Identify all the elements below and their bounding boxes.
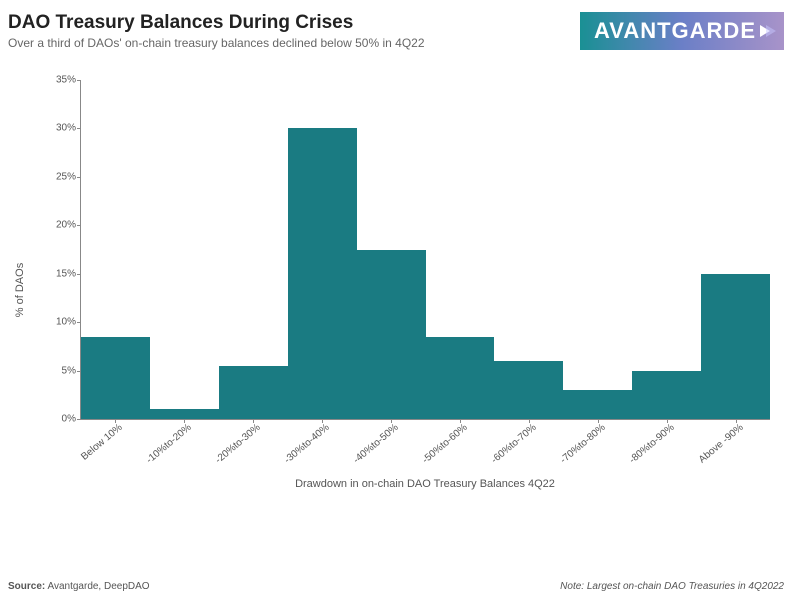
- y-tick-label: 0%: [41, 414, 76, 425]
- note-text: Note: Largest on-chain DAO Treasuries in…: [560, 581, 784, 592]
- bar-slot: -10%to-20%: [150, 80, 219, 419]
- y-axis-label: % of DAOs: [14, 263, 26, 317]
- bar-slot: -20%to-30%: [219, 80, 288, 419]
- x-axis-label: Drawdown in on-chain DAO Treasury Balanc…: [80, 478, 770, 490]
- bar: [81, 337, 150, 419]
- bar-slot: -40%to-50%: [357, 80, 426, 419]
- x-tick-label: -10%to-20%: [145, 422, 194, 466]
- bar: [357, 250, 426, 420]
- bar: [219, 366, 288, 419]
- x-tick-mark: [253, 419, 254, 423]
- x-tick-mark: [598, 419, 599, 423]
- y-tick-label: 25%: [41, 171, 76, 182]
- y-tick-label: 20%: [41, 220, 76, 231]
- bar-slot: Above -90%: [701, 80, 770, 419]
- y-tick-mark: [77, 322, 81, 323]
- x-tick-mark: [391, 419, 392, 423]
- x-tick-mark: [529, 419, 530, 423]
- chart-area: % of DAOs Below 10%-10%to-20%-20%to-30%-…: [50, 80, 770, 500]
- bar-slot: -80%to-90%: [632, 80, 701, 419]
- note-value: Largest on-chain DAO Treasuries in 4Q202…: [587, 581, 784, 592]
- x-tick-label: -50%to-60%: [420, 422, 469, 466]
- source-value: Avantgarde, DeepDAO: [47, 581, 149, 592]
- header: DAO Treasury Balances During Crises Over…: [0, 0, 800, 50]
- note-prefix: Note:: [560, 581, 584, 592]
- bar-slot: -60%to-70%: [494, 80, 563, 419]
- bar: [494, 361, 563, 419]
- brand-logo: AVANTGARDE: [580, 12, 784, 50]
- y-tick-label: 35%: [41, 75, 76, 86]
- y-tick-label: 10%: [41, 317, 76, 328]
- brand-logo-text: AVANTGARDE: [594, 18, 756, 44]
- bar: [426, 337, 495, 419]
- source-prefix: Source:: [8, 581, 45, 592]
- bar: [288, 128, 357, 419]
- brand-logo-arrow-icon: [760, 25, 770, 37]
- chart-title: DAO Treasury Balances During Crises: [8, 12, 580, 34]
- chart-subtitle: Over a third of DAOs' on-chain treasury …: [8, 36, 580, 50]
- footer: Source: Avantgarde, DeepDAO Note: Larges…: [8, 581, 784, 592]
- source-text: Source: Avantgarde, DeepDAO: [8, 581, 150, 592]
- y-tick-label: 5%: [41, 365, 76, 376]
- y-tick-mark: [77, 80, 81, 81]
- y-tick-mark: [77, 419, 81, 420]
- x-tick-mark: [667, 419, 668, 423]
- x-tick-mark: [115, 419, 116, 423]
- x-tick-mark: [460, 419, 461, 423]
- x-tick-label: -80%to-90%: [627, 422, 676, 466]
- x-tick-label: -20%to-30%: [214, 422, 263, 466]
- bar-slot: Below 10%: [81, 80, 150, 419]
- y-tick-label: 15%: [41, 268, 76, 279]
- y-tick-mark: [77, 177, 81, 178]
- bar-slot: -30%to-40%: [288, 80, 357, 419]
- bars-container: Below 10%-10%to-20%-20%to-30%-30%to-40%-…: [81, 80, 770, 419]
- x-tick-mark: [322, 419, 323, 423]
- x-tick-label: -70%to-80%: [558, 422, 607, 466]
- x-tick-label: -40%to-50%: [351, 422, 400, 466]
- plot-area: Below 10%-10%to-20%-20%to-30%-30%to-40%-…: [80, 80, 770, 420]
- x-tick-label: Above -90%: [696, 422, 745, 465]
- y-tick-mark: [77, 128, 81, 129]
- title-block: DAO Treasury Balances During Crises Over…: [8, 12, 580, 50]
- bar-slot: -50%to-60%: [426, 80, 495, 419]
- x-tick-mark: [184, 419, 185, 423]
- bar-slot: -70%to-80%: [563, 80, 632, 419]
- y-tick-mark: [77, 371, 81, 372]
- bar: [632, 371, 701, 419]
- x-tick-label: -60%to-70%: [489, 422, 538, 466]
- x-tick-mark: [736, 419, 737, 423]
- y-tick-mark: [77, 274, 81, 275]
- bar: [701, 274, 770, 419]
- y-tick-mark: [77, 225, 81, 226]
- bar: [563, 390, 632, 419]
- bar: [150, 409, 219, 419]
- y-tick-label: 30%: [41, 123, 76, 134]
- x-tick-label: Below 10%: [80, 422, 125, 463]
- x-tick-label: -30%to-40%: [283, 422, 332, 466]
